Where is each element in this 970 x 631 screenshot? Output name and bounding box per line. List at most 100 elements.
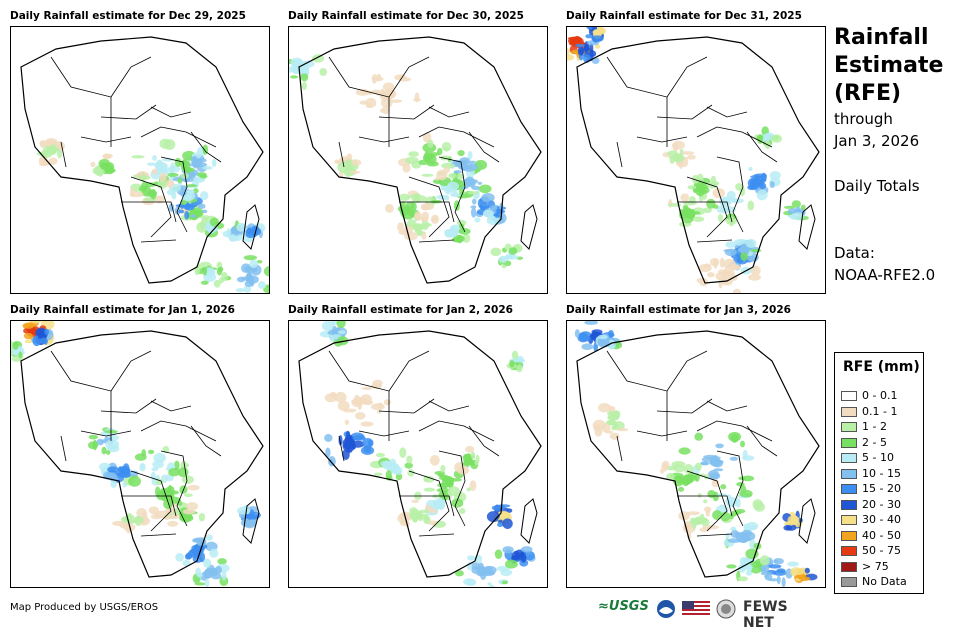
rainfall-cell — [450, 226, 459, 238]
rainfall-cell — [502, 518, 513, 529]
rainfall-cell — [740, 440, 745, 448]
rainfall-cell — [152, 155, 157, 161]
legend-swatch — [841, 530, 857, 541]
legend-title: RFE (mm) — [843, 359, 920, 375]
rainfall-cell — [151, 467, 159, 472]
rainfall-cell — [399, 447, 407, 458]
country-border — [60, 141, 67, 168]
rainfall-cell — [263, 266, 269, 277]
rainfall-cell — [692, 517, 701, 522]
panel-title-1: Daily Rainfall estimate for Dec 29, 2025 — [10, 10, 246, 22]
rainfall-cell — [787, 515, 800, 525]
legend-label: 1 - 2 — [862, 420, 887, 433]
rainfall-cell — [192, 156, 197, 162]
africa-map — [567, 27, 820, 293]
rainfall-cell — [756, 189, 768, 201]
rainfall-cell — [119, 465, 131, 476]
country-border — [696, 420, 773, 442]
rainfall-cell — [787, 561, 799, 567]
rainfall-cell — [11, 348, 14, 357]
legend-swatch — [841, 515, 857, 525]
legend-label: 40 - 50 — [862, 528, 901, 542]
rainfall-cell — [422, 132, 432, 143]
rainfall-cell — [467, 191, 480, 195]
legend-swatch — [841, 453, 857, 463]
rainfall-cell — [429, 455, 440, 466]
rainfall-cell — [594, 44, 601, 49]
rainfall-cell — [661, 460, 670, 470]
rainfall-cell — [764, 574, 769, 579]
rainfall-cell — [698, 264, 712, 273]
country-border — [80, 136, 132, 143]
rainfall-cell — [355, 412, 366, 420]
rainfall-cell — [186, 552, 193, 560]
rainfall-cell — [361, 386, 373, 390]
rainfall-cell — [737, 239, 748, 245]
rainfall-cell — [110, 480, 117, 488]
rainfall-cell — [398, 193, 411, 201]
rainfall-cell — [703, 207, 712, 214]
legend-item: 0.1 - 1 — [841, 405, 897, 418]
rainfall-cell — [579, 331, 593, 342]
product-title-line-2: Estimate — [834, 53, 944, 78]
rainfall-cell — [578, 48, 584, 56]
rainfall-cell — [783, 524, 793, 531]
rainfall-cell — [357, 401, 363, 410]
africa-coastline — [298, 36, 542, 284]
rainfall-cell — [404, 462, 413, 469]
rainfall-cell — [768, 564, 782, 569]
rainfall-cell — [423, 151, 430, 162]
madagascar-outline — [798, 204, 816, 250]
rainfall-cell — [49, 147, 61, 152]
rainfall-cell — [423, 487, 436, 492]
country-border — [358, 136, 410, 143]
rainfall-cell — [372, 89, 380, 94]
rainfall-cell — [214, 565, 222, 575]
rainfall-cell — [669, 156, 675, 164]
rainfall-cell — [88, 434, 99, 440]
rainfall-cell — [791, 200, 801, 208]
rainfall-cell — [188, 163, 201, 167]
rainfall-cell — [360, 421, 374, 427]
rainfall-cell — [395, 473, 403, 481]
rainfall-cell — [501, 580, 509, 585]
legend-item: 0 - 0.1 — [841, 389, 897, 402]
rainfall-cell — [202, 209, 208, 214]
rainfall-cell — [581, 343, 594, 351]
country-border — [636, 430, 688, 437]
rainfall-cell — [423, 515, 431, 525]
rainfall-cell — [147, 449, 155, 455]
rainfall-cell — [210, 572, 222, 580]
rainfall-cell — [783, 205, 795, 209]
rainfall-cell — [745, 548, 759, 560]
product-title-line-1: Rainfall — [834, 25, 929, 50]
rainfall-cell — [482, 209, 494, 218]
rainfall-cell — [168, 468, 180, 477]
country-border — [706, 106, 748, 118]
rainfall-cell — [490, 247, 502, 257]
rainfall-cell — [750, 561, 764, 568]
rainfall-cell — [607, 415, 620, 421]
rainfall-cell — [501, 264, 507, 269]
rainfall-cell — [346, 153, 353, 161]
legend-swatch — [841, 406, 857, 417]
rainfall-cell — [243, 285, 252, 293]
africa-map — [574, 321, 820, 587]
rainfall-cell — [720, 511, 731, 522]
rainfall-cell — [673, 152, 681, 162]
fews-net-logo: FEWS NET — [743, 599, 788, 631]
rainfall-cell — [421, 232, 427, 240]
rainfall-cell — [321, 321, 334, 332]
rainfall-cell — [209, 217, 220, 227]
rainfall-cell — [741, 529, 752, 538]
country-border — [399, 495, 455, 517]
rainfall-cell — [520, 553, 527, 563]
rainfall-cell — [380, 97, 393, 109]
rainfall-cell — [790, 212, 805, 221]
rainfall-cell — [129, 470, 139, 477]
rainfall-cell — [136, 507, 147, 519]
africa-coastline — [20, 36, 264, 284]
rainfall-cell — [730, 433, 739, 443]
rainfall-cell — [750, 265, 761, 276]
rainfall-cell — [721, 278, 733, 286]
